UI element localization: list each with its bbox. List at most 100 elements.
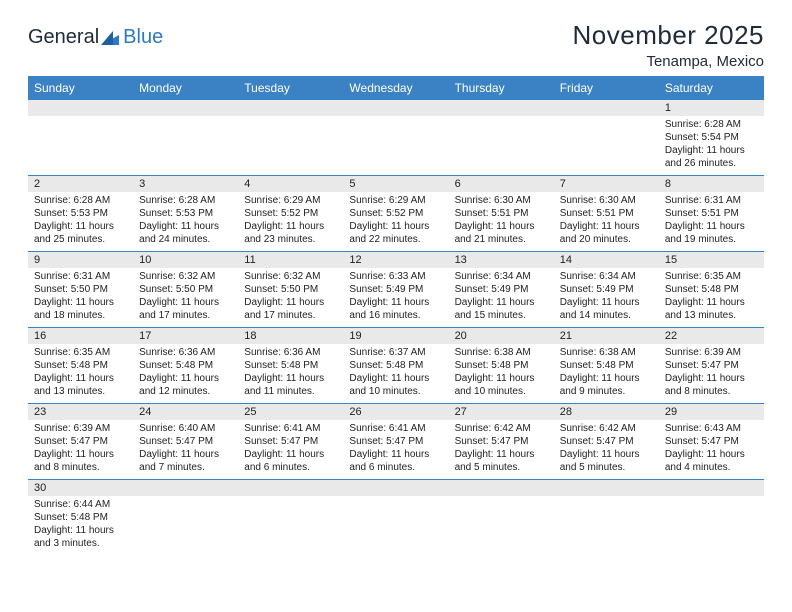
day-number: 19 (349, 330, 361, 342)
weekday-header: Monday (133, 76, 238, 100)
day-content: Sunrise: 6:36 AMSunset: 5:48 PMDaylight:… (133, 344, 238, 402)
calendar-day-cell: 25 Sunrise: 6:41 AMSunset: 5:47 PMDayligh… (238, 404, 343, 480)
sunrise-text: Sunrise: 6:32 AM (244, 270, 337, 283)
sunrise-text: Sunrise: 6:39 AM (665, 346, 758, 359)
day-content (554, 116, 659, 172)
day-number-bar (449, 480, 554, 496)
sunset-text: Sunset: 5:53 PM (139, 207, 232, 220)
sunset-text: Sunset: 5:48 PM (665, 283, 758, 296)
sunrise-text: Sunrise: 6:41 AM (349, 422, 442, 435)
day-number: 2 (34, 178, 40, 190)
day-number: 4 (244, 178, 250, 190)
sunset-text: Sunset: 5:50 PM (34, 283, 127, 296)
sunset-text: Sunset: 5:51 PM (455, 207, 548, 220)
weekday-header: Wednesday (343, 76, 448, 100)
sunrise-text: Sunrise: 6:38 AM (560, 346, 653, 359)
daylight-text: Daylight: 11 hours and 12 minutes. (139, 372, 232, 398)
sunset-text: Sunset: 5:47 PM (665, 435, 758, 448)
day-content: Sunrise: 6:35 AMSunset: 5:48 PMDaylight:… (28, 344, 133, 402)
calendar-day-cell: 19Sunrise: 6:37 AMSunset: 5:48 PMDayligh… (343, 328, 448, 404)
day-number-bar (133, 480, 238, 496)
sunrise-text: Sunrise: 6:28 AM (34, 194, 127, 207)
day-content (238, 496, 343, 552)
day-content: Sunrise: 6:41 AMSunset: 5:47 PMDaylight:… (238, 420, 343, 478)
calendar-day-cell: 24Sunrise: 6:40 AMSunset: 5:47 PMDayligh… (133, 404, 238, 480)
daylight-text: Daylight: 11 hours and 20 minutes. (560, 220, 653, 246)
sunrise-text: Sunrise: 6:35 AM (34, 346, 127, 359)
day-number-bar: 27 (449, 404, 554, 420)
daylight-text: Daylight: 11 hours and 7 minutes. (139, 448, 232, 474)
day-content: Sunrise: 6:38 AMSunset: 5:48 PMDaylight:… (554, 344, 659, 402)
sunset-text: Sunset: 5:50 PM (244, 283, 337, 296)
day-number-bar (659, 480, 764, 496)
day-number: 16 (34, 330, 46, 342)
day-number-bar (449, 100, 554, 116)
sunset-text: Sunset: 5:52 PM (244, 207, 337, 220)
day-content (449, 116, 554, 172)
day-content: Sunrise: 6:42 AMSunset: 5:47 PMDaylight:… (554, 420, 659, 478)
daylight-text: Daylight: 11 hours and 9 minutes. (560, 372, 653, 398)
sunset-text: Sunset: 5:48 PM (34, 511, 127, 524)
day-content: Sunrise: 6:41 AMSunset: 5:47 PMDaylight:… (343, 420, 448, 478)
daylight-text: Daylight: 11 hours and 11 minutes. (244, 372, 337, 398)
day-number-bar (343, 100, 448, 116)
sunrise-text: Sunrise: 6:38 AM (455, 346, 548, 359)
calendar-day-cell (343, 100, 448, 176)
day-number-bar: 19 (343, 328, 448, 344)
day-number: 26 (349, 406, 361, 418)
sunset-text: Sunset: 5:48 PM (455, 359, 548, 372)
day-content: Sunrise: 6:30 AMSunset: 5:51 PMDaylight:… (554, 192, 659, 250)
calendar-day-cell: 11Sunrise: 6:32 AMSunset: 5:50 PMDayligh… (238, 252, 343, 328)
day-number-bar: 3 (133, 176, 238, 192)
sunrise-text: Sunrise: 6:32 AM (139, 270, 232, 283)
daylight-text: Daylight: 11 hours and 10 minutes. (455, 372, 548, 398)
day-number-bar: 21 (554, 328, 659, 344)
daylight-text: Daylight: 11 hours and 14 minutes. (560, 296, 653, 322)
daylight-text: Daylight: 11 hours and 13 minutes. (34, 372, 127, 398)
day-content: Sunrise: 6:39 AMSunset: 5:47 PMDaylight:… (659, 344, 764, 402)
calendar-day-cell: 8Sunrise: 6:31 AMSunset: 5:51 PMDaylight… (659, 176, 764, 252)
sunset-text: Sunset: 5:51 PM (560, 207, 653, 220)
calendar-day-cell: 7 Sunrise: 6:30 AMSunset: 5:51 PMDaylight… (554, 176, 659, 252)
calendar-day-cell (28, 100, 133, 176)
sunset-text: Sunset: 5:49 PM (349, 283, 442, 296)
sunrise-text: Sunrise: 6:35 AM (665, 270, 758, 283)
day-number: 10 (139, 254, 151, 266)
day-number: 23 (34, 406, 46, 418)
day-content: Sunrise: 6:33 AMSunset: 5:49 PMDaylight:… (343, 268, 448, 326)
day-number: 21 (560, 330, 572, 342)
day-content: Sunrise: 6:29 AMSunset: 5:52 PMDaylight:… (343, 192, 448, 250)
calendar-day-cell: 29Sunrise: 6:43 AMSunset: 5:47 PMDayligh… (659, 404, 764, 480)
calendar-week-row: 16Sunrise: 6:35 AMSunset: 5:48 PMDayligh… (28, 328, 764, 404)
day-number-bar: 18 (238, 328, 343, 344)
sail-icon (99, 29, 121, 47)
brand-part1: General (28, 26, 99, 49)
daylight-text: Daylight: 11 hours and 13 minutes. (665, 296, 758, 322)
day-content: Sunrise: 6:39 AMSunset: 5:47 PMDaylight:… (28, 420, 133, 478)
day-number: 3 (139, 178, 145, 190)
weekday-header: Saturday (659, 76, 764, 100)
day-content: Sunrise: 6:44 AMSunset: 5:48 PMDaylight:… (28, 496, 133, 554)
calendar-table: Sunday Monday Tuesday Wednesday Thursday… (28, 76, 764, 555)
calendar-day-cell (133, 480, 238, 556)
daylight-text: Daylight: 11 hours and 18 minutes. (34, 296, 127, 322)
day-number: 25 (244, 406, 256, 418)
calendar-day-cell: 30Sunrise: 6:44 AMSunset: 5:48 PMDayligh… (28, 480, 133, 556)
day-number: 14 (560, 254, 572, 266)
day-content (238, 116, 343, 172)
day-number-bar: 15 (659, 252, 764, 268)
day-content: Sunrise: 6:38 AMSunset: 5:48 PMDaylight:… (449, 344, 554, 402)
daylight-text: Daylight: 11 hours and 6 minutes. (349, 448, 442, 474)
calendar-day-cell: 26 Sunrise: 6:41 AMSunset: 5:47 PMDayligh… (343, 404, 448, 480)
day-content (343, 116, 448, 172)
sunrise-text: Sunrise: 6:31 AM (665, 194, 758, 207)
day-content: Sunrise: 6:42 AMSunset: 5:47 PMDaylight:… (449, 420, 554, 478)
calendar-week-row: 2 Sunrise: 6:28 AM Sunset: 5:53 PM Daylight… (28, 176, 764, 252)
sunrise-text: Sunrise: 6:29 AM (349, 194, 442, 207)
weekday-header: Sunday (28, 76, 133, 100)
sunset-text: Sunset: 5:52 PM (349, 207, 442, 220)
day-number: 7 (560, 178, 566, 190)
calendar-week-row: 23 Sunrise: 6:39 AMSunset: 5:47 PMDayligh… (28, 404, 764, 480)
day-number-bar (238, 480, 343, 496)
calendar-day-cell: 16 Sunrise: 6:35 AMSunset: 5:48 PMDayligh… (28, 328, 133, 404)
